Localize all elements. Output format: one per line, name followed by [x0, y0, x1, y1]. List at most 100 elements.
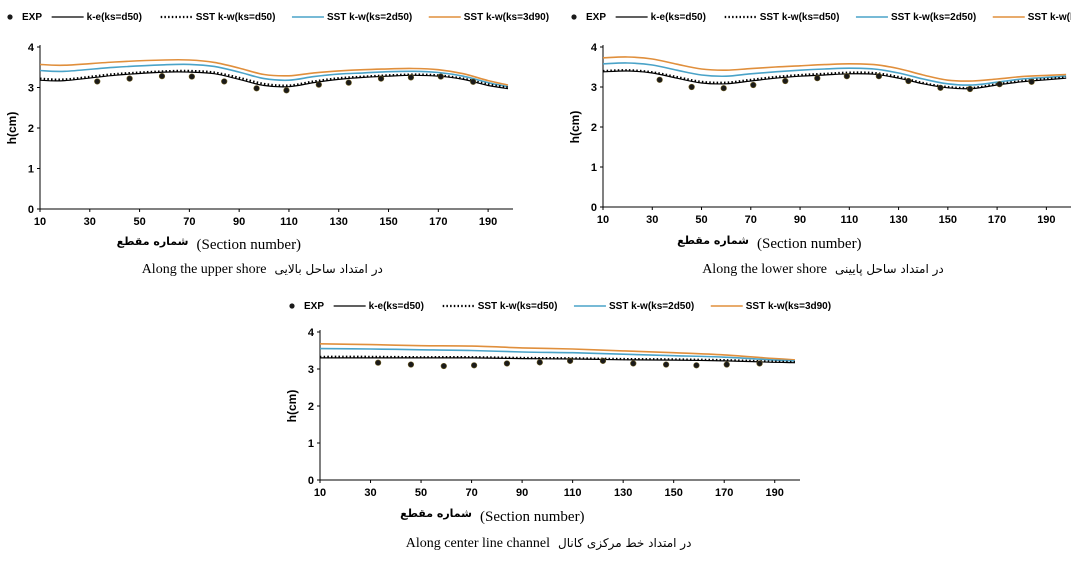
x-axis-label-fa: شماره مقطع — [117, 235, 189, 248]
legend-item-sst1: SST k-w(ks=d50) — [160, 12, 275, 23]
legend-item-sst3: SST k-w(ks=3d90) — [428, 12, 549, 23]
legend-label-ke: k-e(ks=d50) — [87, 12, 142, 23]
legend-label-sst1: SST k-w(ks=d50) — [478, 301, 558, 312]
legend-label-sst1: SST k-w(ks=d50) — [760, 12, 840, 23]
legend: EXP k-e(ks=d50) SST k-w(ks=d50) SST k-w(ks=… — [7, 12, 549, 23]
x-tick-label: 150 — [379, 216, 397, 228]
x-tick-label: 30 — [364, 487, 376, 499]
x-tick-label: 170 — [715, 487, 733, 499]
legend-item-ke: k-e(ks=d50) — [51, 12, 142, 23]
panel-caption: Along the upper shore — [142, 262, 267, 277]
legend-item-exp: EXP — [289, 301, 324, 312]
exp-point — [126, 75, 133, 82]
legend-label-exp: EXP — [304, 301, 324, 312]
legend-exp-marker — [571, 14, 577, 20]
x-tick-label: 190 — [1037, 214, 1055, 226]
exp-point — [471, 362, 478, 369]
y-axis-label: h(cm) — [568, 111, 582, 144]
y-tick-label: 3 — [591, 82, 597, 94]
y-tick-label: 4 — [28, 42, 35, 54]
y-axis-label: h(cm) — [5, 112, 19, 145]
exp-point — [656, 76, 663, 83]
exp-point — [440, 362, 447, 370]
x-tick-label: 110 — [280, 216, 298, 228]
x-tick-label: 50 — [695, 214, 707, 226]
y-tick-label: 0 — [591, 202, 597, 214]
chart-panel-1: EXP k-e(ks=d50) SST k-w(ks=d50) SST k-w(ks=… — [5, 12, 549, 277]
exp-point — [688, 83, 695, 91]
legend-label-sst3: SST k-w(ks=3d90) — [1028, 12, 1071, 23]
exp-point — [782, 77, 789, 85]
x-tick-label: 90 — [516, 487, 528, 499]
x-tick-label: 10 — [314, 487, 326, 499]
legend-label-exp: EXP — [22, 12, 42, 23]
x-tick-label: 170 — [429, 216, 447, 228]
exp-point — [94, 78, 101, 85]
series-line-sst2 — [602, 62, 1067, 86]
y-tick-label: 0 — [28, 204, 34, 216]
x-tick-label: 90 — [233, 216, 245, 228]
legend-item-sst1: SST k-w(ks=d50) — [442, 301, 558, 312]
x-axis-label-fa: شماره مقطع — [677, 234, 749, 247]
legend: EXP k-e(ks=d50) SST k-w(ks=d50) SST k-w(ks=… — [289, 301, 831, 312]
legend-item-sst2: SST k-w(ks=2d50) — [573, 301, 694, 312]
legend-label-ke: k-e(ks=d50) — [651, 12, 706, 23]
exp-point — [407, 74, 415, 81]
series-line-sst3 — [39, 58, 509, 86]
x-axis-label-fa: شماره مقطع — [400, 507, 472, 520]
exp-point — [345, 79, 352, 86]
y-tick-label: 2 — [591, 122, 597, 134]
exp-point — [253, 85, 260, 92]
y-tick-label: 1 — [591, 162, 597, 174]
exp-point — [663, 361, 670, 368]
exp-point — [407, 361, 415, 368]
y-tick-label: 3 — [308, 364, 314, 376]
exp-point — [720, 85, 727, 92]
exp-point — [996, 81, 1003, 88]
x-tick-label: 50 — [133, 216, 145, 228]
legend-label-sst3: SST k-w(ks=3d90) — [464, 12, 549, 23]
panel-caption-fa: در امتداد ساحل بالایی — [275, 262, 383, 277]
legend-label-sst2: SST k-w(ks=2d50) — [891, 12, 976, 23]
chart-panel-3: EXP k-e(ks=d50) SST k-w(ks=d50) SST k-w(ks=… — [285, 301, 831, 551]
x-tick-label: 70 — [183, 216, 195, 228]
x-tick-label: 10 — [34, 216, 46, 228]
legend-item-sst3: SST k-w(ks=3d90) — [992, 12, 1071, 23]
panel-caption-fa: در امتداد خط مرکزی کانال — [558, 536, 691, 551]
y-tick-label: 3 — [28, 83, 34, 95]
x-tick-label: 130 — [330, 216, 348, 228]
y-tick-label: 4 — [591, 42, 598, 54]
x-tick-label: 30 — [84, 216, 96, 228]
x-axis-label: (Section number) — [757, 236, 862, 252]
legend-label-exp: EXP — [586, 12, 606, 23]
exp-point — [158, 73, 166, 80]
legend: EXP k-e(ks=d50) SST k-w(ks=d50) SST k-w(ks=… — [571, 12, 1071, 23]
x-tick-label: 110 — [840, 214, 858, 226]
panel-caption: Along the lower shore — [702, 262, 827, 277]
legend-item-ke: k-e(ks=d50) — [615, 12, 706, 23]
series-line-sst3 — [319, 343, 795, 361]
series-line-sst3 — [602, 56, 1067, 82]
exp-point — [693, 362, 700, 369]
legend-item-sst2: SST k-w(ks=2d50) — [291, 12, 412, 23]
y-tick-label: 0 — [308, 475, 314, 487]
x-tick-label: 150 — [939, 214, 957, 226]
series-line-sst2 — [319, 347, 795, 362]
x-axis-label: (Section number) — [197, 237, 302, 253]
x-tick-label: 70 — [745, 214, 757, 226]
x-tick-label: 190 — [766, 487, 784, 499]
exp-point — [188, 73, 195, 80]
legend-item-exp: EXP — [571, 12, 606, 23]
exp-point — [966, 85, 974, 93]
x-tick-label: 150 — [665, 487, 683, 499]
chart-panel-2: EXP k-e(ks=d50) SST k-w(ks=d50) SST k-w(ks=… — [568, 12, 1071, 277]
legend-item-ke: k-e(ks=d50) — [333, 301, 424, 312]
x-tick-label: 190 — [479, 216, 497, 228]
y-tick-label: 2 — [308, 401, 314, 413]
y-axis-label: h(cm) — [285, 390, 299, 423]
panel-caption-fa: در امتداد ساحل پایینی — [835, 262, 944, 277]
x-tick-label: 30 — [646, 214, 658, 226]
panel-caption: Along center line channel — [406, 536, 550, 551]
x-axis-label: (Section number) — [480, 509, 585, 525]
